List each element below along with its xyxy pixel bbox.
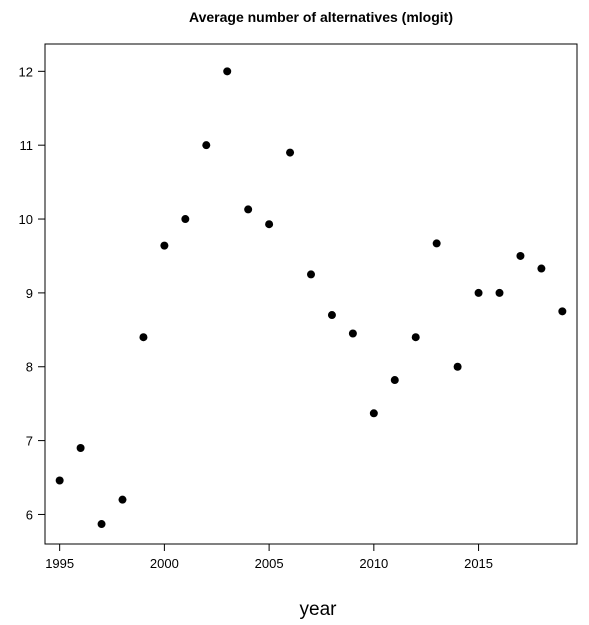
data-point bbox=[307, 270, 315, 279]
data-point bbox=[118, 495, 127, 504]
x-tick-label: 2010 bbox=[359, 556, 388, 571]
y-axis: 6 7 8 9 10 11 12 bbox=[19, 64, 46, 522]
x-tick-label: 1995 bbox=[45, 556, 74, 571]
data-point bbox=[76, 443, 85, 452]
data-point bbox=[265, 220, 274, 229]
y-tick-label: 10 bbox=[19, 212, 33, 227]
data-point bbox=[516, 251, 525, 260]
x-axis-label: year bbox=[300, 599, 338, 620]
data-point bbox=[202, 141, 211, 150]
x-axis: 1995 2000 2005 2010 2015 bbox=[45, 543, 493, 571]
data-point bbox=[390, 376, 399, 385]
data-point bbox=[432, 239, 441, 248]
y-tick-label: 11 bbox=[20, 138, 34, 153]
chart-title: Average number of alternatives (mlogit) bbox=[189, 9, 453, 25]
y-tick-label: 12 bbox=[19, 64, 33, 79]
y-tick-label: 9 bbox=[26, 286, 33, 301]
data-point bbox=[244, 205, 253, 214]
data-point bbox=[453, 362, 462, 371]
y-tick-label: 6 bbox=[26, 507, 33, 522]
data-point bbox=[474, 288, 483, 297]
data-point bbox=[369, 409, 378, 418]
data-point bbox=[181, 215, 190, 224]
y-tick-label: 7 bbox=[26, 434, 33, 449]
data-point bbox=[55, 476, 64, 485]
data-point bbox=[411, 333, 420, 342]
y-tick-label: 8 bbox=[26, 360, 33, 375]
x-tick-label: 2015 bbox=[464, 556, 493, 571]
data-point bbox=[558, 307, 567, 316]
data-point bbox=[327, 311, 336, 320]
data-point bbox=[97, 520, 106, 529]
data-point bbox=[537, 264, 546, 273]
x-tick-label: 2000 bbox=[150, 556, 179, 571]
data-points bbox=[55, 67, 567, 529]
data-point bbox=[495, 288, 504, 297]
data-point bbox=[139, 333, 148, 342]
data-point bbox=[223, 67, 232, 76]
data-point bbox=[286, 148, 295, 157]
x-tick-label: 2005 bbox=[255, 556, 284, 571]
data-point bbox=[160, 241, 169, 250]
data-point bbox=[348, 329, 357, 338]
